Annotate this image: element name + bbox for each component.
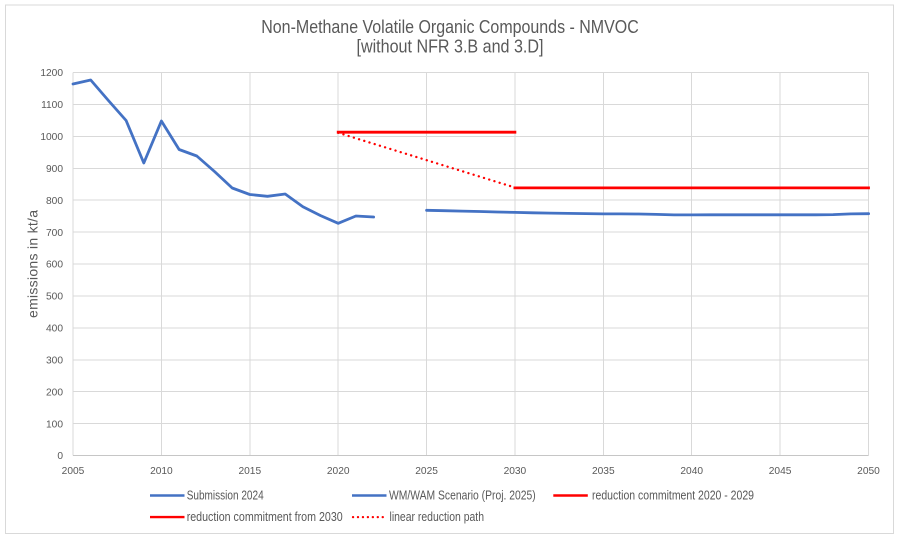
svg-text:Submission 2024: Submission 2024 [187, 489, 264, 503]
svg-text:100: 100 [46, 419, 63, 430]
svg-text:1200: 1200 [40, 68, 63, 79]
svg-text:2010: 2010 [150, 466, 173, 477]
svg-text:300: 300 [46, 356, 63, 367]
svg-text:900: 900 [46, 164, 63, 175]
svg-text:WM/WAM Scenario (Proj. 2025): WM/WAM Scenario (Proj. 2025) [389, 489, 536, 503]
svg-text:600: 600 [46, 260, 63, 271]
svg-text:[without NFR 3.B and 3.D]: [without NFR 3.B and 3.D] [357, 37, 544, 57]
svg-text:2040: 2040 [680, 466, 703, 477]
svg-text:400: 400 [46, 324, 63, 335]
svg-text:reduction commitment from 2030: reduction commitment from 2030 [187, 510, 343, 524]
svg-text:2035: 2035 [592, 466, 615, 477]
svg-text:2045: 2045 [769, 466, 792, 477]
svg-text:1000: 1000 [40, 132, 63, 143]
svg-text:1100: 1100 [41, 100, 63, 111]
svg-text:500: 500 [46, 292, 63, 303]
svg-text:2025: 2025 [415, 466, 438, 477]
svg-text:emissions in kt/a: emissions in kt/a [25, 210, 41, 318]
svg-text:2050: 2050 [857, 466, 880, 477]
svg-text:2030: 2030 [504, 466, 527, 477]
svg-text:Non-Methane Volatile Organic C: Non-Methane Volatile Organic Compounds -… [261, 17, 639, 37]
svg-text:2020: 2020 [327, 466, 350, 477]
svg-text:700: 700 [46, 228, 63, 239]
svg-text:linear reduction path: linear reduction path [390, 510, 485, 524]
svg-text:reduction commitment 2020 - 20: reduction commitment 2020 - 2029 [592, 489, 754, 503]
svg-text:2005: 2005 [62, 466, 85, 477]
svg-text:800: 800 [46, 196, 63, 207]
svg-text:200: 200 [46, 387, 63, 398]
svg-text:0: 0 [57, 451, 63, 462]
svg-text:2015: 2015 [238, 466, 261, 477]
